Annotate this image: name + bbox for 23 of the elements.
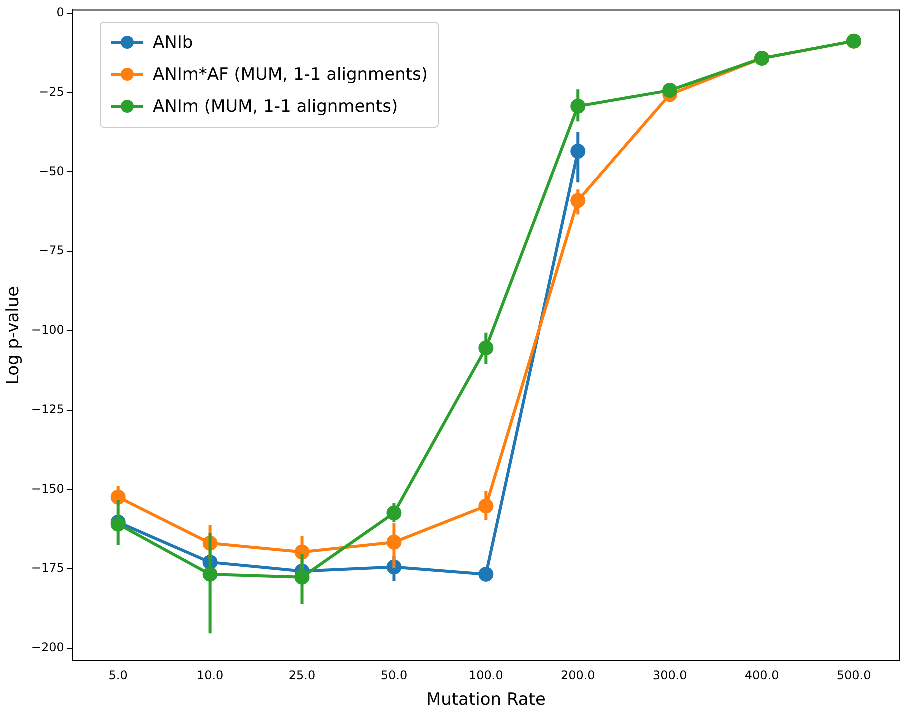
y-tick-label: −150 xyxy=(31,482,64,496)
y-tick-label: −100 xyxy=(31,323,64,338)
legend-label: ANIm*AF (MUM, 1-1 alignments) xyxy=(153,65,428,85)
y-tick-label: −75 xyxy=(39,244,64,258)
legend-label: ANIm (MUM, 1-1 alignments) xyxy=(153,97,398,117)
x-tick-label: 400.0 xyxy=(744,668,780,683)
x-tick-label: 100.0 xyxy=(469,668,504,683)
y-tick-label: −25 xyxy=(39,84,64,99)
y-tick-label: −50 xyxy=(39,164,64,178)
y-tick-label: −175 xyxy=(31,561,64,576)
x-tick-label: 25.0 xyxy=(288,668,316,683)
x-tick-label: 5.0 xyxy=(108,668,128,683)
y-tick-label: 0 xyxy=(56,6,64,20)
y-axis-title: Log p-value xyxy=(4,286,24,386)
legend-label: ANIb xyxy=(153,33,194,53)
y-tick-label: −125 xyxy=(31,402,64,416)
y-tick-label: −200 xyxy=(31,640,64,655)
x-tick-label: 10.0 xyxy=(196,668,224,683)
x-tick-label: 50.0 xyxy=(380,668,408,683)
x-tick-label: 500.0 xyxy=(836,668,872,683)
x-tick-label: 300.0 xyxy=(652,668,688,683)
x-tick-label: 200.0 xyxy=(560,668,596,683)
x-axis-title: Mutation Rate xyxy=(426,690,546,710)
